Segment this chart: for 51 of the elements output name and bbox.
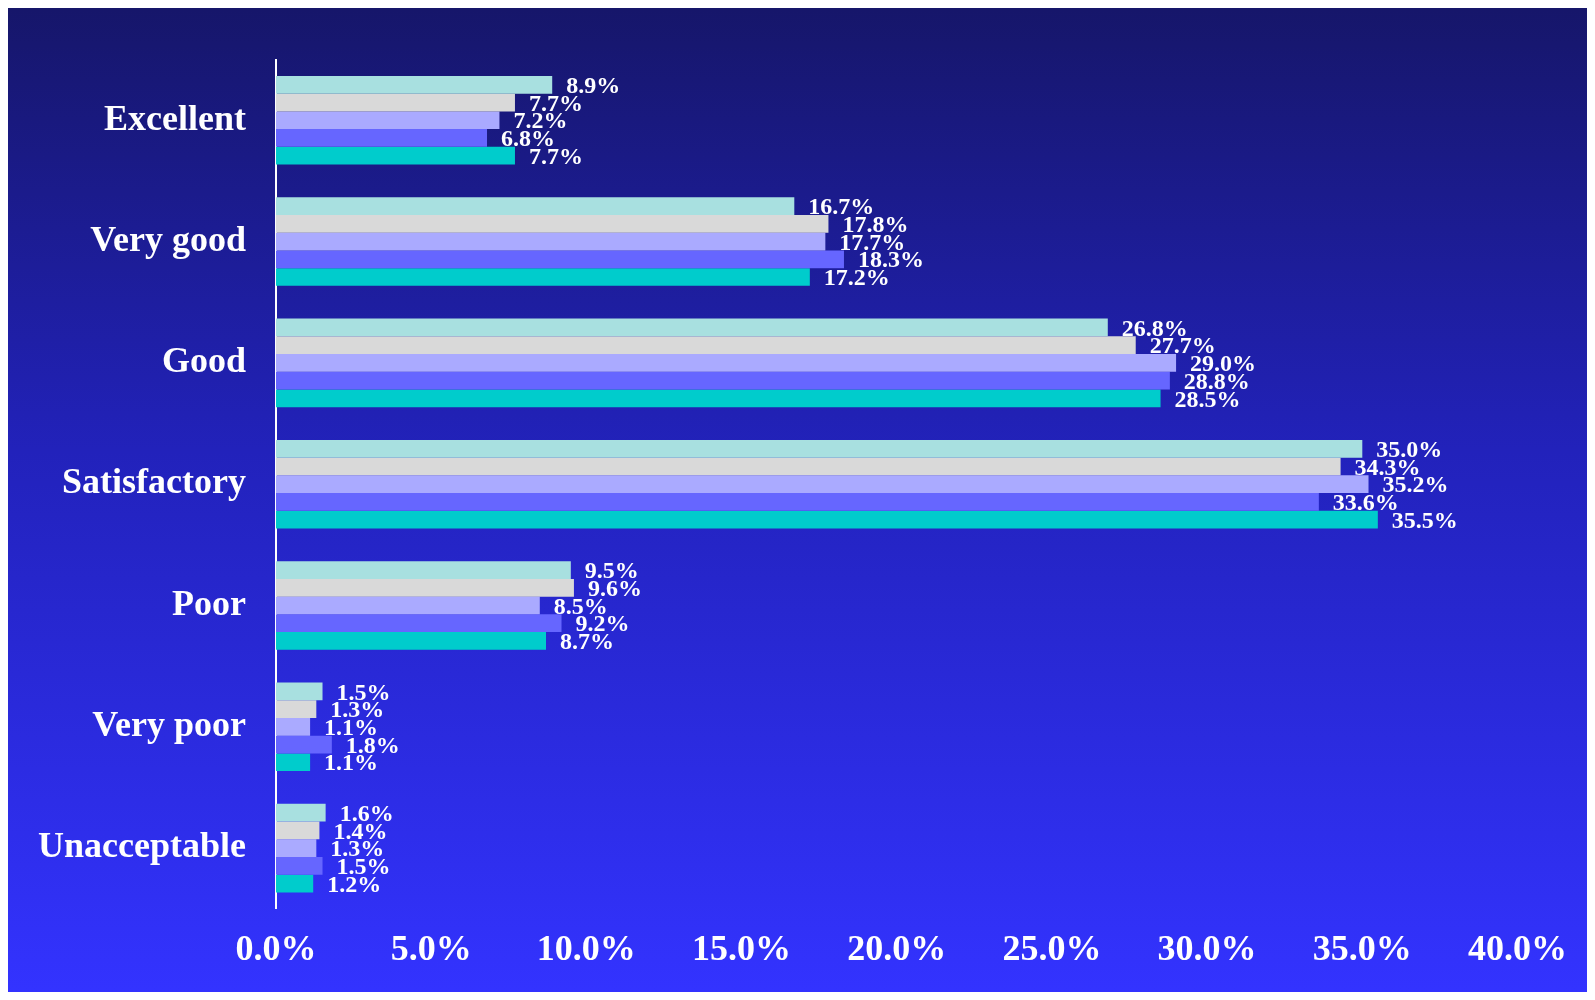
bar xyxy=(275,803,326,822)
x-tick-label: 40.0% xyxy=(1468,927,1567,968)
bar xyxy=(275,857,323,875)
bar xyxy=(275,493,1319,511)
x-tick-label: 5.0% xyxy=(390,927,472,968)
bar xyxy=(275,735,332,754)
bar xyxy=(275,318,1108,337)
bar xyxy=(275,129,488,147)
bar xyxy=(275,753,311,772)
y-tick-label: Poor xyxy=(172,582,246,623)
bar xyxy=(275,632,546,650)
bar xyxy=(275,475,1369,494)
x-tick-label: 10.0% xyxy=(536,927,636,968)
bar xyxy=(275,874,314,893)
bar xyxy=(275,700,317,718)
y-tick-label: Unacceptable xyxy=(38,825,246,866)
x-tick-label: 35.0% xyxy=(1312,927,1412,968)
bar xyxy=(275,717,311,736)
x-tick-label: 0.0% xyxy=(235,927,317,968)
bar xyxy=(275,111,500,130)
x-tick-label: 25.0% xyxy=(1002,927,1102,968)
bar xyxy=(275,389,1161,408)
bar xyxy=(275,561,571,579)
bar xyxy=(275,457,1341,476)
bar xyxy=(275,93,515,112)
y-tick-label: Excellent xyxy=(104,97,246,138)
bar xyxy=(275,268,810,286)
bar xyxy=(275,146,515,165)
bar xyxy=(275,596,540,615)
bar xyxy=(275,510,1378,529)
bar xyxy=(275,75,553,94)
bar xyxy=(275,215,829,233)
bar xyxy=(275,439,1363,458)
bar xyxy=(275,354,1177,372)
y-tick-label: Very good xyxy=(90,218,246,259)
bar xyxy=(275,197,795,215)
bar xyxy=(275,250,844,269)
x-tick-label: 30.0% xyxy=(1157,927,1257,968)
bar xyxy=(275,371,1170,390)
bar xyxy=(275,578,574,597)
y-tick-label: Very poor xyxy=(92,704,246,745)
x-tick-label: 15.0% xyxy=(692,927,792,968)
bar xyxy=(275,232,826,251)
bar xyxy=(275,336,1136,355)
bar xyxy=(275,682,323,701)
bar xyxy=(275,839,317,857)
y-tick-label: Good xyxy=(161,340,246,381)
bar xyxy=(275,821,320,840)
bar xyxy=(275,614,562,633)
x-tick-label: 20.0% xyxy=(847,927,947,968)
y-tick-label: Satisfactory xyxy=(62,461,246,502)
